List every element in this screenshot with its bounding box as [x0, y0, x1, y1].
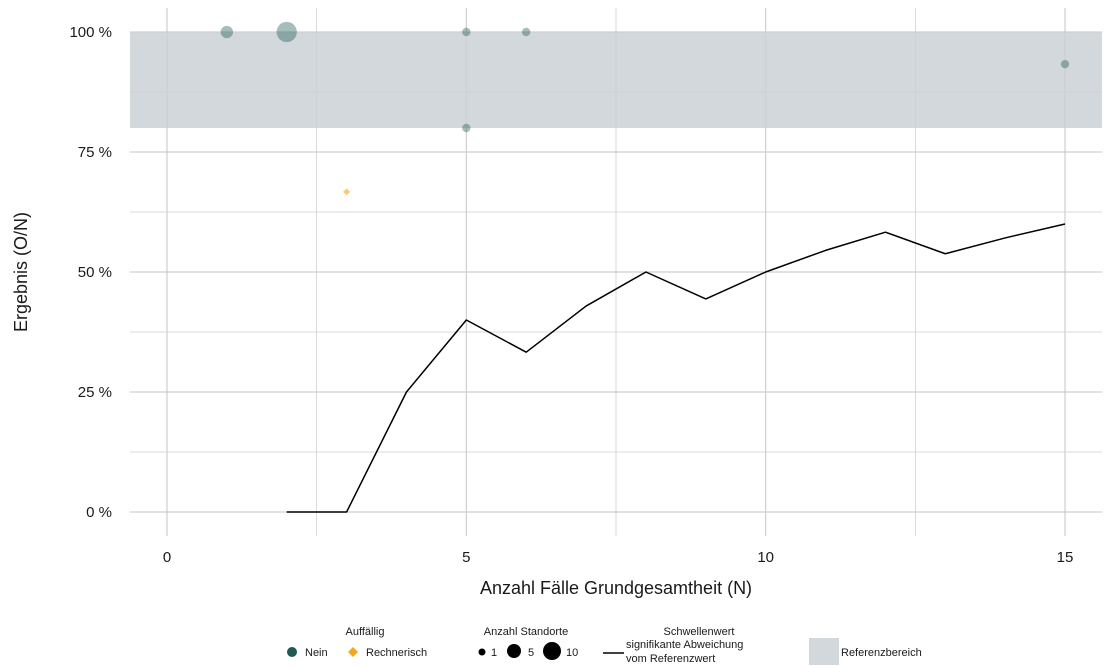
legend-nein-label: Nein — [305, 647, 328, 659]
legend-rechnerisch-marker — [348, 647, 358, 657]
legend-schwellenwert-title: Schwellenwert — [664, 626, 735, 638]
threshold-line — [286, 223, 1066, 513]
data-point-nein — [220, 25, 234, 39]
x-axis-title: Anzahl Fälle Grundgesamtheit (N) — [480, 578, 752, 598]
data-point-nein — [462, 123, 471, 133]
y-tick-label: 25 % — [78, 384, 112, 401]
legend-standorte-label-1: 1 — [491, 647, 497, 659]
data-point-nein — [1060, 59, 1070, 69]
legend-nein-marker — [287, 647, 297, 657]
legend-auffaellig-title: Auffällig — [346, 626, 385, 638]
y-tick-label: 0 % — [86, 504, 112, 521]
legend-standorte-marker-1 — [478, 648, 486, 656]
legend-standorte-label-10: 10 — [566, 647, 578, 659]
legend-rechnerisch-label: Rechnerisch — [366, 647, 427, 659]
y-axis-title: Ergebnis (O/N) — [11, 212, 31, 332]
legend-standorte-label-5: 5 — [528, 647, 534, 659]
legend-schwellenwert-text-2: vom Referenzwert — [626, 653, 715, 665]
threshold-line-layer — [286, 223, 1066, 513]
x-tick-label: 15 — [1057, 549, 1074, 566]
y-tick-label: 75 % — [78, 144, 112, 161]
legend-standorte-title: Anzahl Standorte — [484, 626, 568, 638]
data-points — [220, 21, 1070, 196]
y-tick-label: 50 % — [78, 264, 112, 281]
y-axis-ticks: 0 % 25 % 50 % 75 % 100 % — [69, 24, 112, 521]
legend-referenz-label: Referenzbereich — [841, 647, 922, 659]
legend-referenz-swatch — [809, 638, 839, 665]
legend-standorte-marker-5 — [507, 644, 521, 658]
x-tick-label: 0 — [163, 549, 171, 566]
y-tick-label: 100 % — [69, 24, 112, 41]
legend-schwellenwert-text-1: signifikante Abweichung — [626, 639, 743, 651]
x-tick-label: 10 — [757, 549, 774, 566]
x-axis-ticks: 0 5 10 15 — [163, 549, 1074, 566]
data-point-rechnerisch — [343, 188, 351, 196]
data-point-nein — [276, 21, 297, 43]
legend: Auffällig Nein Rechnerisch Anzahl Stando… — [287, 626, 922, 665]
data-point-nein — [522, 27, 531, 37]
data-point-nein — [462, 27, 471, 37]
x-tick-label: 5 — [462, 549, 470, 566]
legend-standorte-marker-10 — [543, 642, 561, 660]
